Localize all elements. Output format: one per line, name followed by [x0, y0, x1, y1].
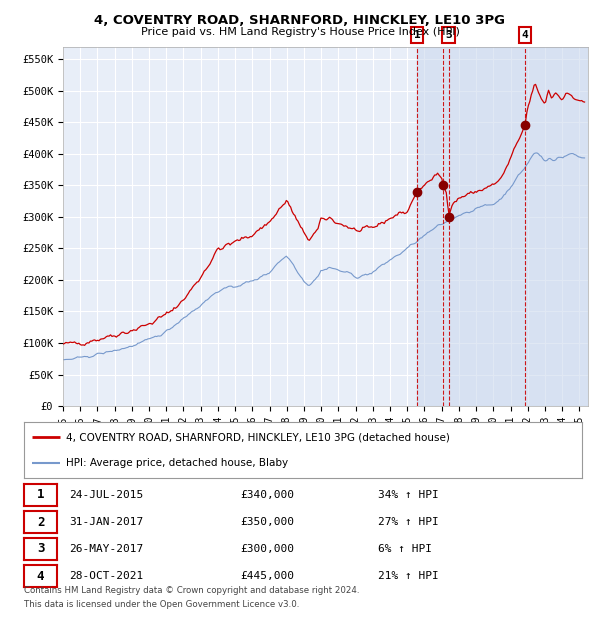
Text: 4, COVENTRY ROAD, SHARNFORD, HINCKLEY, LE10 3PG: 4, COVENTRY ROAD, SHARNFORD, HINCKLEY, L… — [95, 14, 505, 27]
Text: 1: 1 — [413, 30, 420, 40]
Text: 6% ↑ HPI: 6% ↑ HPI — [378, 544, 432, 554]
Text: 4, COVENTRY ROAD, SHARNFORD, HINCKLEY, LE10 3PG (detached house): 4, COVENTRY ROAD, SHARNFORD, HINCKLEY, L… — [66, 432, 450, 442]
Text: £340,000: £340,000 — [240, 490, 294, 500]
Text: 34% ↑ HPI: 34% ↑ HPI — [378, 490, 439, 500]
Text: £445,000: £445,000 — [240, 571, 294, 581]
Text: 28-OCT-2021: 28-OCT-2021 — [69, 571, 143, 581]
Text: This data is licensed under the Open Government Licence v3.0.: This data is licensed under the Open Gov… — [24, 600, 299, 609]
Text: 26-MAY-2017: 26-MAY-2017 — [69, 544, 143, 554]
Text: 3: 3 — [445, 30, 452, 40]
Text: HPI: Average price, detached house, Blaby: HPI: Average price, detached house, Blab… — [66, 458, 288, 468]
Text: 4: 4 — [521, 30, 528, 40]
Text: 31-JAN-2017: 31-JAN-2017 — [69, 517, 143, 527]
Text: £350,000: £350,000 — [240, 517, 294, 527]
Text: 27% ↑ HPI: 27% ↑ HPI — [378, 517, 439, 527]
Text: £300,000: £300,000 — [240, 544, 294, 554]
Text: 1: 1 — [37, 489, 44, 502]
Text: 24-JUL-2015: 24-JUL-2015 — [69, 490, 143, 500]
Text: Contains HM Land Registry data © Crown copyright and database right 2024.: Contains HM Land Registry data © Crown c… — [24, 586, 359, 595]
Bar — [417, 46, 588, 406]
Text: 2: 2 — [37, 515, 44, 528]
Text: 21% ↑ HPI: 21% ↑ HPI — [378, 571, 439, 581]
Text: Price paid vs. HM Land Registry's House Price Index (HPI): Price paid vs. HM Land Registry's House … — [140, 27, 460, 37]
Text: 4: 4 — [37, 570, 44, 583]
Text: 3: 3 — [37, 542, 44, 556]
